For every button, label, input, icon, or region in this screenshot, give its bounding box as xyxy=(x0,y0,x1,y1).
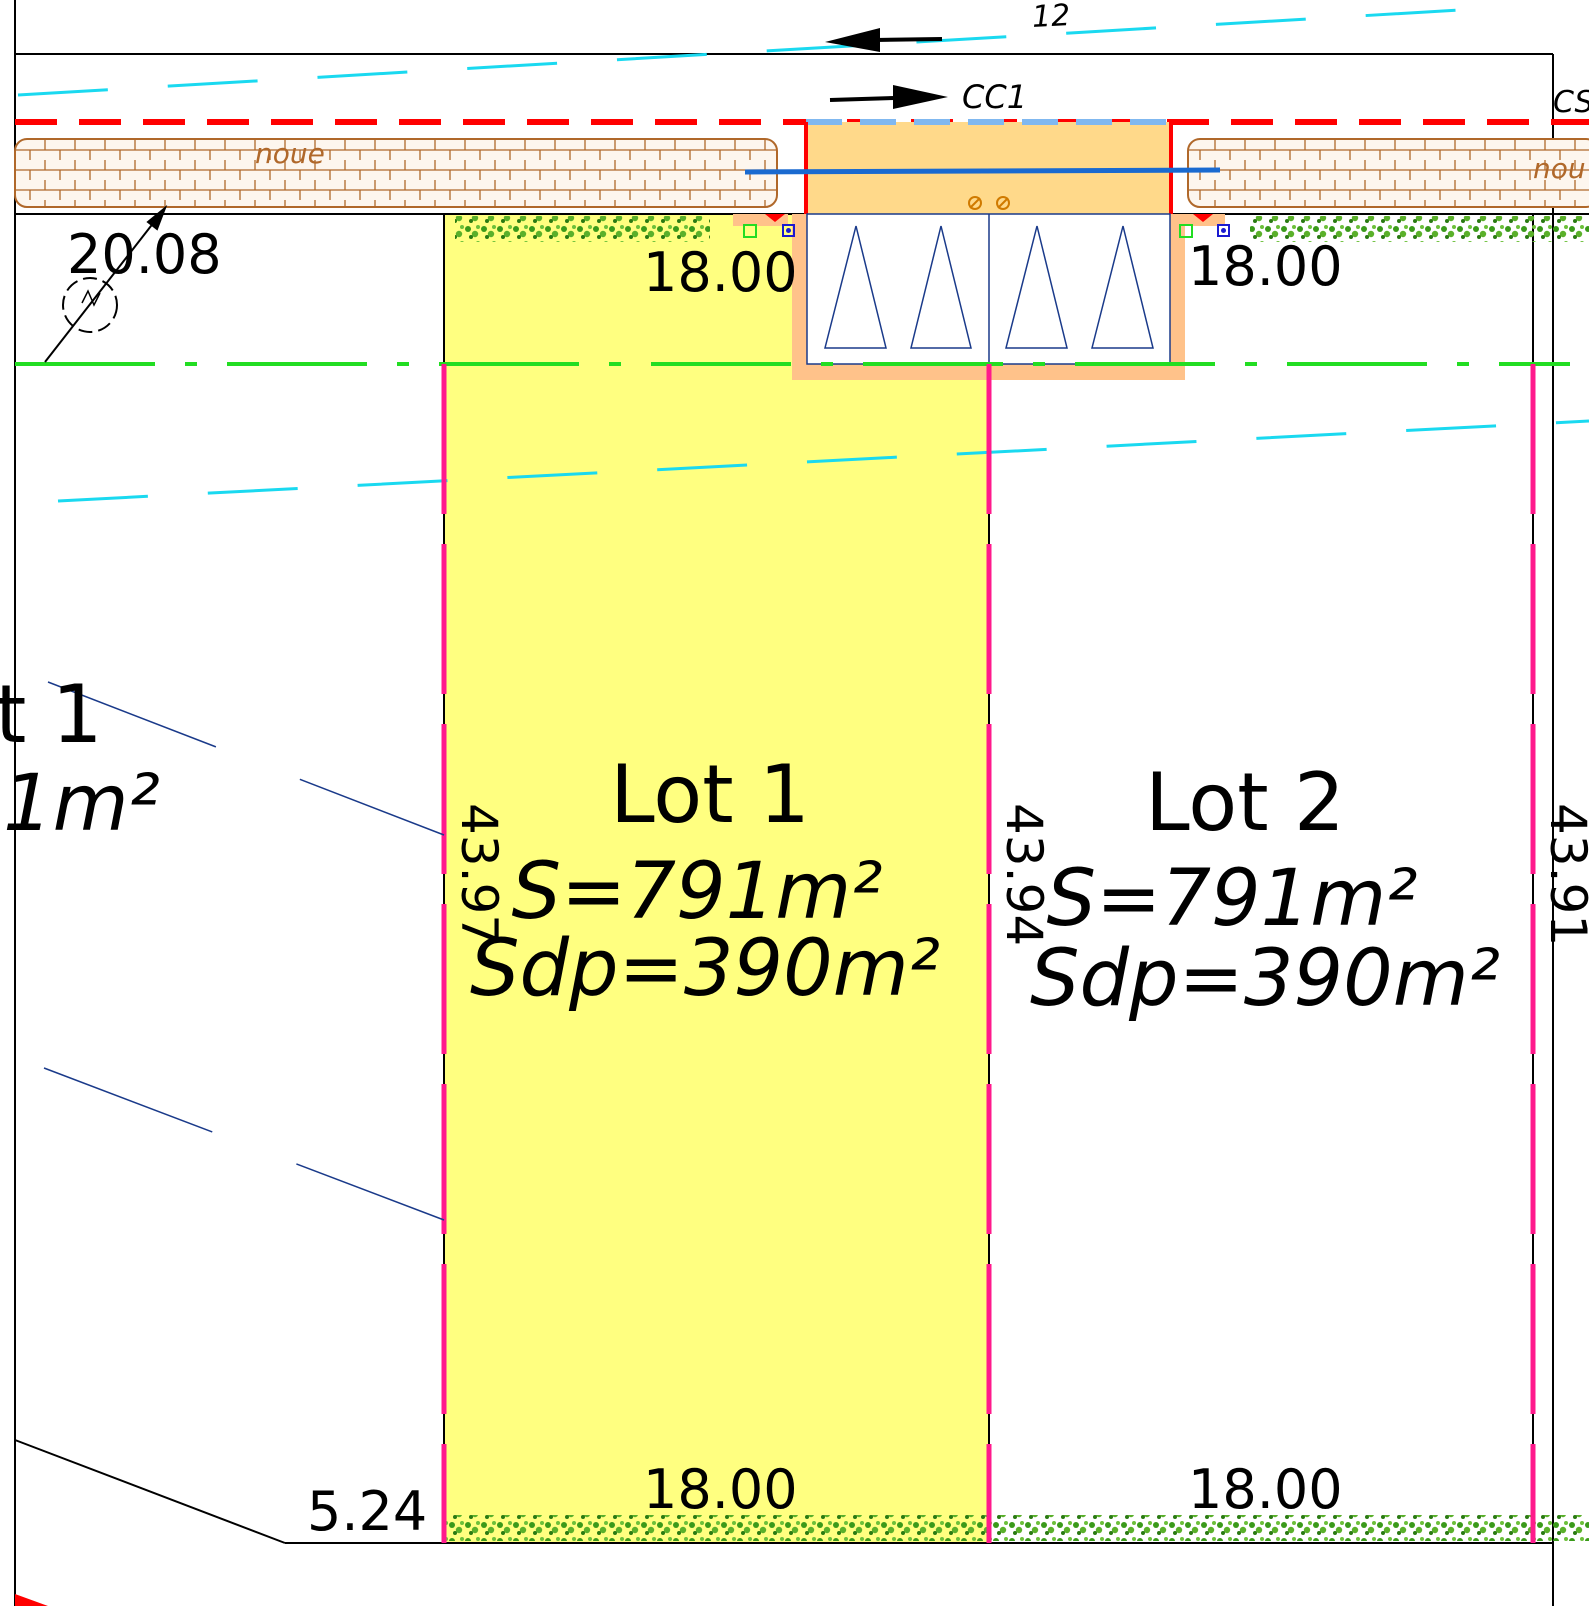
noue-label-left: noue xyxy=(255,137,325,170)
lot1-area xyxy=(444,214,989,1542)
hedge-bottom xyxy=(446,1515,1589,1541)
lot1-name: Lot 1 xyxy=(610,748,810,841)
noue-left xyxy=(14,138,778,208)
hedge-top-right xyxy=(1250,216,1589,242)
dimension-lot1-top: 18.00 xyxy=(643,241,798,304)
dimension-top-left: 20.08 xyxy=(67,223,222,286)
partial-lot-name: t 1 xyxy=(0,668,103,761)
north-arrow-icon xyxy=(44,204,168,363)
dimension-side-right: 43.91 xyxy=(1539,803,1589,946)
lot2-surface: S=791m² xyxy=(1047,854,1418,944)
contour-lines xyxy=(17,8,1589,503)
dimension-side-lot1: 43.97 xyxy=(450,803,508,946)
manhole-icon xyxy=(968,196,1010,210)
road-boundary-fragment xyxy=(15,1594,48,1606)
water-pipe xyxy=(744,167,1221,175)
noue-right xyxy=(1187,138,1589,208)
slope-lines xyxy=(43,681,445,1221)
road-label-cs: CS xyxy=(1553,85,1589,120)
hedge-top-lot1 xyxy=(455,216,710,242)
noue-label-right: nou xyxy=(1533,152,1586,185)
partial-lot-surface: 1m² xyxy=(3,759,160,849)
dimension-lot2-top: 18.00 xyxy=(1188,235,1343,298)
lot1-surface: S=791m² xyxy=(512,847,883,937)
lot-boundaries xyxy=(441,364,1536,1543)
road-label-cc1: CC1 xyxy=(962,78,1027,116)
road-label-top: 12 xyxy=(1031,0,1071,35)
arrow-right-icon xyxy=(829,85,948,109)
dimension-side-lot2: 43.94 xyxy=(995,803,1053,946)
dimension-bottom-left: 5.24 xyxy=(307,1480,427,1543)
lot2-sdp: Sdp=390m² xyxy=(1030,934,1500,1024)
lot2-name: Lot 2 xyxy=(1145,756,1345,849)
dimension-lot1-bottom: 18.00 xyxy=(643,1458,798,1521)
parking-triangle-icons xyxy=(824,225,1154,349)
network-box-icons xyxy=(743,214,1230,238)
lot1-sdp: Sdp=390m² xyxy=(470,924,940,1014)
arrow-left-icon xyxy=(825,28,943,52)
dimension-lot2-bottom: 18.00 xyxy=(1188,1458,1343,1521)
